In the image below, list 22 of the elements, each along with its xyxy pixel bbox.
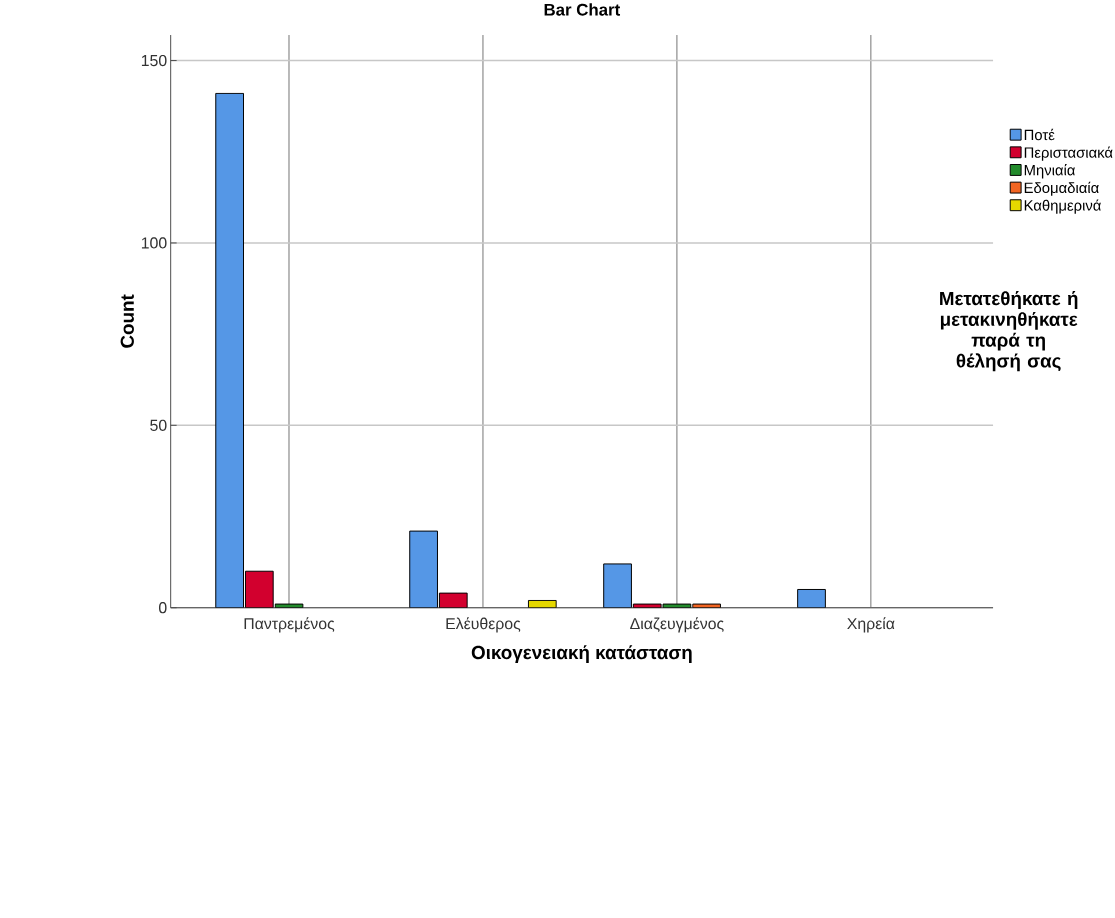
legend-label: Καθημερινά [1024, 199, 1101, 214]
x-tick-label: Παντρεμένος [244, 617, 335, 633]
bar [244, 570, 274, 608]
legend-title: Μετατεθήκατε ή μετακινηθήκατε παρά τη θέλησή σας [940, 291, 1078, 372]
chart-title: Bar Chart [544, 3, 621, 16]
legend-label: Μηνιαία [1024, 164, 1076, 179]
y-tick-label: 0 [158, 602, 167, 614]
y-tick-label: 150 [141, 55, 167, 67]
bar [409, 530, 438, 608]
legend-label: Περιστασιακά [1024, 146, 1113, 161]
bar [215, 92, 245, 608]
y-axis-title: Count [120, 294, 134, 348]
bar [603, 563, 632, 608]
y-tick-label: 50 [150, 419, 167, 432]
x-tick-label: Διαζευγμένος [630, 617, 724, 633]
x-tick-label: Χηρεία [847, 617, 895, 633]
x-axis-title: Οικογενειακή κατάσταση [471, 645, 692, 664]
y-tick-label: 100 [141, 237, 167, 249]
legend-label: Εδομαδιαία [1024, 181, 1099, 196]
x-tick-label: Ελέυθερος [446, 617, 521, 633]
legend-label: Ποτέ [1024, 128, 1055, 141]
bar [797, 589, 826, 608]
